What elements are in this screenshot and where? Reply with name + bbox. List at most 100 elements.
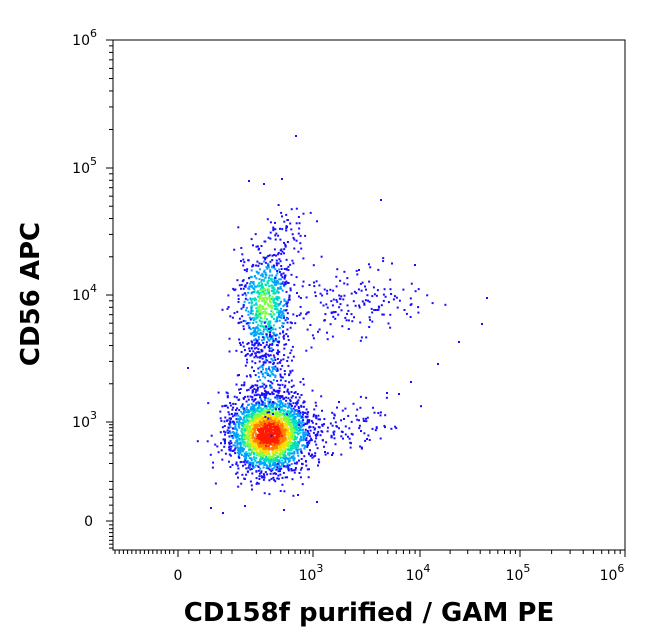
scatter-point	[302, 401, 305, 404]
scatter-point	[292, 236, 295, 239]
scatter-point	[255, 444, 258, 447]
scatter-point	[267, 255, 270, 257]
scatter-point	[295, 276, 298, 279]
scatter-point	[250, 308, 253, 311]
scatter-point	[269, 354, 272, 357]
scatter-point	[282, 433, 285, 436]
scatter-point	[276, 415, 278, 418]
scatter-point	[243, 425, 246, 428]
scatter-point	[340, 309, 343, 312]
scatter-point	[335, 299, 338, 301]
scatter-point	[272, 311, 274, 314]
scatter-point	[275, 274, 278, 277]
scatter-point	[339, 279, 342, 282]
scatter-point	[249, 443, 251, 446]
scatter-point	[285, 431, 288, 434]
scatter-point	[280, 359, 283, 362]
scatter-point	[262, 260, 265, 263]
scatter-point	[297, 250, 300, 253]
scatter-point	[234, 423, 237, 426]
scatter-point	[268, 354, 271, 357]
scatter-point	[291, 421, 293, 424]
scatter-point	[247, 438, 250, 441]
scatter-point	[283, 370, 286, 372]
scatter-point	[251, 428, 254, 431]
scatter-point	[246, 415, 249, 418]
scatter-point	[318, 426, 321, 429]
scatter-point	[229, 449, 232, 452]
scatter-point	[290, 396, 293, 399]
scatter-point	[285, 415, 288, 417]
scatter-point	[359, 406, 362, 409]
scatter-point	[333, 433, 335, 436]
scatter-point	[211, 466, 214, 469]
scatter-point	[266, 280, 269, 283]
scatter-point	[250, 300, 253, 303]
scatter-point	[311, 389, 314, 392]
scatter-point	[281, 289, 284, 292]
scatter-point	[282, 272, 285, 275]
scatter-point	[333, 414, 336, 417]
scatter-point	[260, 470, 263, 473]
scatter-point	[340, 430, 343, 433]
scatter-point	[269, 337, 272, 340]
scatter-point	[382, 293, 385, 296]
scatter-point	[319, 301, 322, 304]
scatter-point	[285, 280, 288, 283]
scatter-point	[387, 322, 390, 325]
scatter-point	[245, 461, 248, 464]
scatter-point	[281, 432, 284, 435]
scatter-point	[264, 426, 267, 429]
scatter-point	[274, 328, 277, 331]
scatter-point	[241, 438, 244, 441]
scatter-point	[246, 432, 249, 435]
scatter-point	[308, 435, 311, 438]
scatter-point	[273, 368, 276, 371]
scatter-point	[288, 416, 291, 419]
scatter-point	[273, 432, 276, 435]
scatter-point	[258, 300, 261, 303]
scatter-point	[269, 298, 271, 301]
scatter-point	[280, 448, 283, 451]
scatter-point	[258, 424, 261, 427]
scatter-point	[261, 325, 264, 328]
scatter-point	[273, 478, 276, 481]
scatter-point	[278, 459, 281, 462]
scatter-point	[234, 426, 237, 429]
scatter-point	[353, 316, 355, 319]
scatter-point	[291, 259, 294, 262]
scatter-point	[262, 368, 264, 371]
scatter-point	[276, 455, 279, 458]
scatter-point	[235, 463, 238, 466]
scatter-point	[278, 452, 281, 455]
scatter-point	[255, 303, 257, 306]
scatter-point	[273, 283, 276, 286]
scatter-point	[279, 442, 282, 445]
scatter-point	[281, 402, 284, 405]
scatter-point	[367, 434, 370, 437]
scatter-point	[242, 406, 245, 409]
scatter-point	[283, 428, 286, 431]
scatter-point	[271, 409, 274, 412]
scatter-point	[268, 294, 271, 297]
scatter-point	[289, 321, 292, 324]
scatter-point	[263, 444, 266, 447]
scatter-point	[369, 266, 372, 269]
scatter-point	[230, 442, 233, 445]
scatter-point	[300, 394, 303, 396]
scatter-point	[257, 441, 259, 444]
scatter-point	[332, 289, 335, 292]
scatter-point	[249, 354, 252, 357]
scatter-point	[262, 441, 265, 444]
scatter-point	[244, 443, 247, 446]
scatter-point	[285, 290, 288, 293]
scatter-point	[268, 401, 271, 404]
scatter-point	[237, 226, 240, 229]
scatter-point	[261, 373, 264, 375]
scatter-point	[302, 383, 305, 386]
scatter-point	[287, 335, 289, 338]
scatter-point	[344, 425, 347, 428]
scatter-point	[240, 351, 243, 353]
scatter-point	[279, 282, 282, 285]
scatter-point	[250, 441, 253, 444]
